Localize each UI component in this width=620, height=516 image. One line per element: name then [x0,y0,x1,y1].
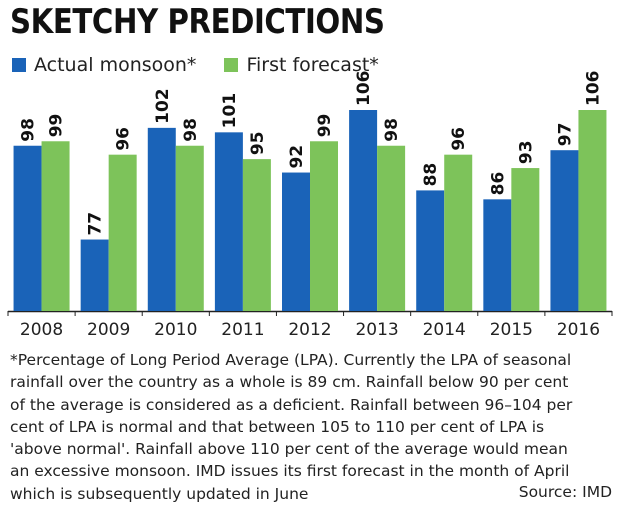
bar-actual-2008 [13,145,42,311]
legend-item-forecast: First forecast* [224,54,379,76]
legend-item-actual: Actual monsoon* [12,54,196,76]
data-label-actual-2010: 102 [153,88,173,124]
data-label-forecast-2008: 99 [47,114,67,138]
legend-swatch-actual [12,58,26,72]
source-note: Source: IMD [518,483,612,501]
bar-forecast-2014 [444,154,473,311]
bar-actual-2012 [282,172,310,311]
bar-forecast-2012 [310,141,338,311]
bar-actual-2011 [214,132,243,311]
bar-forecast-2009 [108,154,137,311]
data-label-actual-2014: 88 [421,163,441,187]
x-tick-label-2011: 2011 [221,320,264,340]
x-tick-label-2008: 2008 [20,320,63,340]
legend: Actual monsoon* First forecast* [12,54,407,76]
bar-forecast-2011 [242,159,271,311]
bar-forecast-2015 [511,168,540,311]
data-label-forecast-2015: 93 [516,140,536,164]
bar-forecast-2010 [175,145,204,311]
x-tick-label-2016: 2016 [557,320,600,340]
data-label-actual-2016: 97 [555,123,575,147]
data-label-forecast-2014: 96 [449,127,469,151]
bar-forecast-2008 [41,141,70,311]
x-tick-label-2009: 2009 [87,320,130,340]
chart-title: SKETCHY PREDICTIONS [10,2,385,42]
x-tick-label-2014: 2014 [423,320,466,340]
data-label-actual-2008: 98 [19,118,39,142]
bar-actual-2015 [483,199,512,311]
data-label-forecast-2009: 96 [114,127,134,151]
data-label-forecast-2011: 95 [248,131,268,155]
data-label-actual-2012: 92 [287,145,307,169]
data-label-forecast-2013: 98 [382,118,402,142]
data-label-forecast-2012: 99 [315,114,335,138]
data-label-actual-2011: 101 [220,93,240,129]
bar-actual-2013 [349,110,378,311]
footnote: *Percentage of Long Period Average (LPA)… [10,351,573,503]
bar-forecast-2016 [578,110,607,311]
data-label-actual-2009: 77 [86,212,106,236]
data-label-actual-2013: 106 [354,71,374,107]
bar-actual-2016 [550,150,579,311]
x-tick-label-2012: 2012 [288,320,331,340]
x-tick-label-2015: 2015 [490,320,533,340]
legend-label-actual: Actual monsoon* [34,54,197,76]
x-tick-label-2013: 2013 [355,320,398,340]
bar-chart: 98 99 2008 77 96 2009 102 98 2010 101 95 2011 92 99 20… [7,71,613,340]
bar-actual-2014 [416,190,445,311]
bar-forecast-2013 [377,145,406,311]
data-label-forecast-2010: 98 [181,118,201,142]
bar-actual-2010 [147,127,176,311]
legend-label-forecast: First forecast* [246,54,379,76]
bar-actual-2009 [80,239,109,311]
x-tick-label-2010: 2010 [154,320,197,340]
legend-swatch-forecast [224,58,239,72]
data-label-actual-2015: 86 [488,172,508,196]
data-label-forecast-2016: 106 [583,71,603,107]
